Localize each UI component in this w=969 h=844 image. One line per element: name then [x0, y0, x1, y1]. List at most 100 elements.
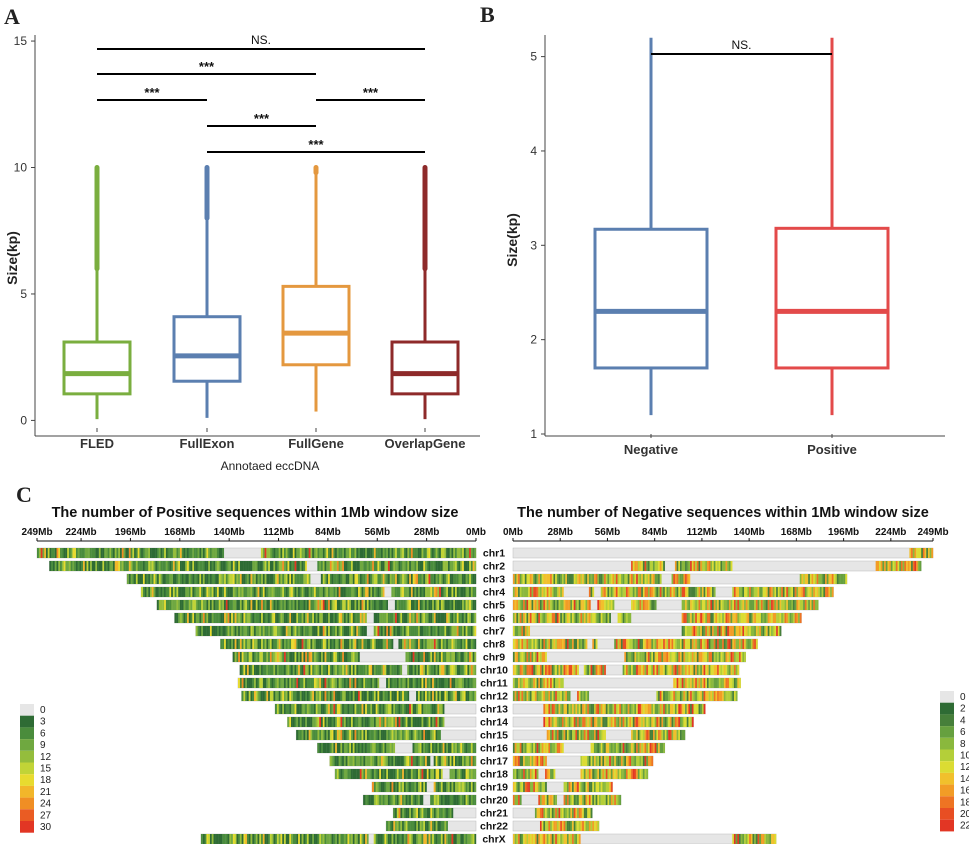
- positive-bin: [460, 626, 463, 636]
- positive-bin: [426, 678, 429, 688]
- negative-bin: [767, 600, 770, 610]
- positive-bin: [276, 574, 279, 584]
- positive-bin: [384, 548, 387, 558]
- positive-bin: [400, 834, 403, 844]
- positive-bin: [304, 652, 307, 662]
- negative-bin: [514, 665, 517, 675]
- negative-bin: [539, 574, 542, 584]
- negative-bin: [703, 678, 706, 688]
- positive-bin: [398, 561, 401, 571]
- negative-bin: [627, 756, 630, 766]
- positive-bin: [183, 600, 186, 610]
- negative-bin: [626, 743, 628, 753]
- positive-bin: [431, 691, 434, 701]
- positive-bin: [389, 574, 392, 584]
- positive-bin: [453, 548, 455, 558]
- negative-bin: [563, 704, 566, 714]
- positive-bin: [304, 548, 307, 558]
- negative-bin: [590, 704, 593, 714]
- negative-bin: [747, 600, 750, 610]
- negative-bin: [614, 743, 617, 753]
- negative-bin: [622, 613, 625, 623]
- positive-bin: [204, 834, 207, 844]
- positive-bin: [431, 717, 434, 727]
- positive-bin: [252, 613, 255, 623]
- negative-bin: [536, 808, 539, 818]
- positive-bin: [310, 652, 313, 662]
- negative-bin: [838, 574, 841, 584]
- positive-bin: [444, 665, 447, 675]
- negative-bin: [573, 717, 576, 727]
- positive-bin: [185, 600, 188, 610]
- significance-label: ***: [199, 59, 215, 74]
- positive-bin: [461, 587, 464, 597]
- right-legend-swatch: [940, 772, 954, 785]
- positive-bin: [403, 756, 406, 766]
- negative-bin: [553, 639, 556, 649]
- positive-bin: [225, 587, 228, 597]
- positive-bin: [285, 626, 288, 636]
- positive-bin: [423, 704, 426, 714]
- positive-bin: [116, 561, 119, 571]
- negative-bin: [733, 691, 736, 701]
- negative-bin: [539, 665, 542, 675]
- positive-bin: [149, 587, 152, 597]
- positive-bin: [424, 717, 427, 727]
- positive-bin: [361, 665, 364, 675]
- negative-bin: [548, 665, 551, 675]
- positive-bin: [419, 730, 422, 740]
- positive-bin: [354, 756, 357, 766]
- positive-bin: [208, 600, 210, 610]
- negative-bin: [752, 613, 755, 623]
- positive-bin: [393, 561, 396, 571]
- positive-bin: [331, 613, 334, 623]
- positive-bin: [370, 704, 373, 714]
- positive-bin: [322, 587, 325, 597]
- positive-bin: [431, 808, 434, 818]
- negative-bin: [585, 665, 588, 675]
- positive-bin: [391, 743, 394, 753]
- positive-bin: [202, 613, 205, 623]
- negative-bin: [553, 587, 556, 597]
- positive-bin: [292, 691, 295, 701]
- negative-bin: [683, 652, 686, 662]
- negative-bin: [789, 613, 792, 623]
- positive-bin: [465, 548, 468, 558]
- negative-bin: [620, 613, 623, 623]
- positive-bin: [461, 769, 464, 779]
- positive-bin: [414, 548, 417, 558]
- negative-bin: [737, 613, 740, 623]
- negative-bin: [653, 730, 655, 740]
- negative-bin: [725, 665, 728, 675]
- chromosome-label-chr19: chr19: [480, 782, 508, 794]
- positive-bin: [336, 704, 339, 714]
- negative-bin: [514, 574, 517, 584]
- panel-a-xlabel: Annotaed eccDNA: [221, 459, 320, 473]
- positive-bin: [410, 639, 413, 649]
- positive-bin: [342, 717, 344, 727]
- negative-bin: [615, 704, 618, 714]
- negative-bin: [749, 834, 751, 844]
- positive-bin: [206, 613, 209, 623]
- negative-bin: [543, 821, 546, 831]
- left-legend-swatch: [20, 739, 34, 751]
- positive-bin: [239, 834, 242, 844]
- negative-bin: [774, 834, 777, 844]
- negative-bin: [698, 626, 701, 636]
- positive-bin: [472, 834, 475, 844]
- positive-bin: [193, 548, 196, 558]
- positive-bin: [313, 587, 316, 597]
- positive-bin: [283, 691, 286, 701]
- negative-bin: [533, 769, 536, 779]
- negative-bin: [533, 639, 536, 649]
- negative-bin: [600, 782, 603, 792]
- negative-bin: [706, 587, 709, 597]
- positive-bin: [215, 574, 217, 584]
- positive-bin: [255, 639, 258, 649]
- negative-bin: [597, 782, 600, 792]
- positive-bin: [169, 587, 172, 597]
- negative-bin: [550, 821, 552, 831]
- positive-bin: [419, 678, 422, 688]
- negative-bin: [641, 561, 644, 571]
- positive-bin: [370, 561, 373, 571]
